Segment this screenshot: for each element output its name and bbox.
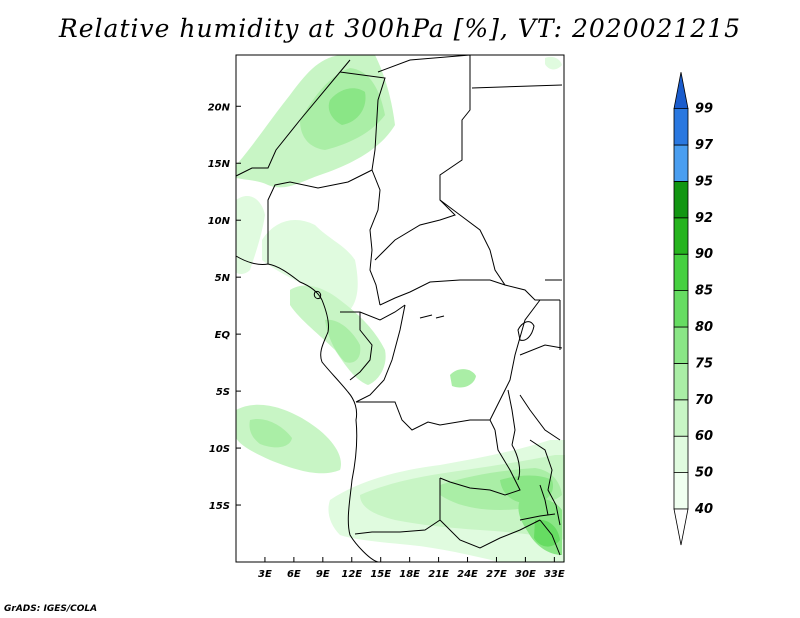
colorbar-label: 40 — [694, 502, 713, 517]
lat-tick-label: 10S — [209, 444, 230, 455]
colorbar-segment — [673, 435, 689, 474]
longitude-axis: 3E 6E 9E 12E 15E 18E 21E 24E 27E 30E 33E — [258, 557, 565, 580]
colorbar: 40 50 60 70 75 80 85 90 92 95 97 99 — [673, 72, 714, 546]
colorbar-segment — [673, 217, 689, 255]
lon-tick-label: 24E — [457, 569, 478, 580]
colorbar-segment — [673, 144, 689, 182]
lon-tick-label: 21E — [428, 569, 449, 580]
colorbar-segment — [673, 399, 689, 437]
colorbar-segment — [673, 72, 689, 109]
lat-tick-label: 5N — [215, 273, 231, 284]
colorbar-segment — [673, 108, 689, 146]
lat-tick-label: 10N — [208, 216, 231, 227]
lat-tick-label: 20N — [208, 102, 231, 113]
colorbar-segment — [673, 253, 689, 291]
colorbar-label: 92 — [695, 211, 713, 226]
lon-tick-label: 15E — [370, 569, 391, 580]
colorbar-label: 95 — [695, 174, 713, 189]
lon-tick-label: 18E — [399, 569, 420, 580]
humidity-shading — [236, 55, 565, 562]
colorbar-label: 60 — [695, 429, 713, 444]
lon-tick-label: 30E — [515, 569, 536, 580]
colorbar-label: 75 — [695, 356, 713, 371]
colorbar-label: 80 — [695, 320, 713, 335]
country-borders — [235, 54, 563, 563]
colorbar-label: 90 — [695, 247, 713, 262]
colorbar-segment — [673, 290, 689, 328]
lon-tick-label: 6E — [287, 569, 301, 580]
lon-tick-label: 33E — [544, 569, 565, 580]
map-frame — [235, 54, 565, 563]
colorbar-label: 99 — [695, 102, 713, 117]
lon-tick-label: 27E — [486, 569, 507, 580]
colorbar-segment — [673, 180, 689, 219]
latitude-axis: 20N 15N 10N 5N EQ 5S 10S 15S — [208, 102, 241, 512]
colorbar-segment — [673, 362, 689, 401]
colorbar-segment — [673, 472, 689, 510]
colorbar-label: 97 — [695, 138, 714, 153]
colorbar-segment — [673, 326, 689, 364]
colorbar-label: 85 — [695, 284, 713, 299]
lakes — [313, 291, 556, 521]
colorbar-lower-arrow — [673, 508, 689, 546]
lat-tick-label: 5S — [216, 387, 230, 398]
map-title: Relative humidity at 300hPa [%], VT: 202… — [58, 14, 742, 43]
lat-tick-label: 15S — [209, 501, 230, 512]
colorbar-label: 70 — [695, 393, 713, 408]
credit-text: GrADS: IGES/COLA — [4, 604, 98, 614]
lon-tick-label: 9E — [316, 569, 330, 580]
lon-tick-label: 12E — [341, 569, 362, 580]
lat-tick-label: 15N — [208, 159, 231, 170]
lon-tick-label: 3E — [258, 569, 272, 580]
lat-tick-label: EQ — [215, 330, 231, 341]
colorbar-label: 50 — [695, 466, 713, 481]
